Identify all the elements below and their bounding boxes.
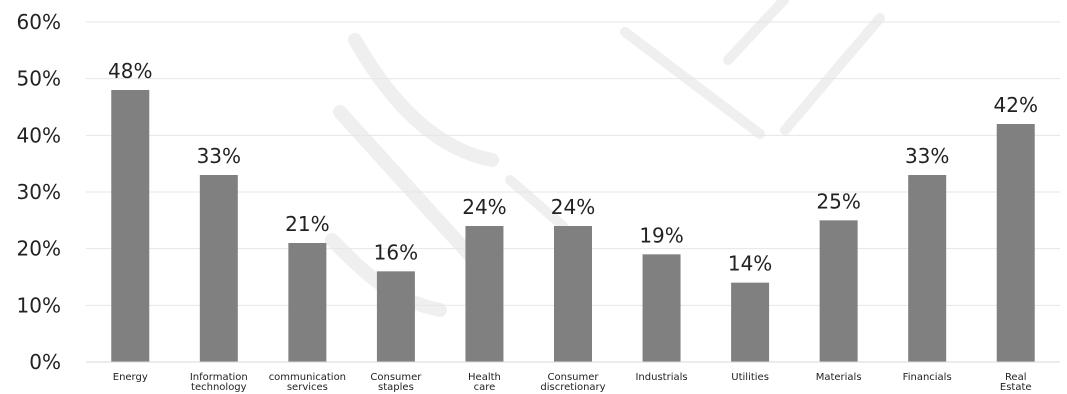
y-axis: 0% 10% 20% 30% 40% 50% 60% xyxy=(17,10,61,374)
data-label: 24% xyxy=(462,195,506,219)
watermark-stroke xyxy=(723,0,789,65)
y-tick-label: 40% xyxy=(17,123,61,147)
x-tick-label: Energy xyxy=(113,372,148,383)
bar xyxy=(554,226,592,362)
data-label: 33% xyxy=(197,144,241,168)
x-tick-label: Real Estate xyxy=(1000,372,1032,393)
watermark-stroke xyxy=(505,175,568,231)
x-tick-label-line: services xyxy=(287,382,328,393)
watermark-stroke xyxy=(348,33,499,167)
x-tick-label-line: staples xyxy=(378,382,414,393)
bars-layer xyxy=(111,90,1035,362)
bar xyxy=(199,175,238,362)
x-tick-label: Industrials xyxy=(635,372,687,383)
watermark-stroke xyxy=(620,27,765,139)
bar xyxy=(819,220,858,362)
data-label: 48% xyxy=(108,59,152,83)
x-tick-label: Utilities xyxy=(731,372,769,383)
data-label: 19% xyxy=(639,223,683,247)
x-tick-label: Consumer staples xyxy=(370,372,422,393)
x-tick-label-line: Utilities xyxy=(731,372,769,383)
data-label: 25% xyxy=(816,189,860,213)
x-tick-label-line: Financials xyxy=(903,372,952,383)
watermark-stroke xyxy=(333,105,494,281)
x-tick-label-line: Consumer xyxy=(548,372,600,383)
x-tick-label-line: Health xyxy=(468,372,501,383)
x-tick-label-line: discretionary xyxy=(540,382,605,393)
x-tick-label: Financials xyxy=(903,372,952,383)
x-tick-label-line: Information xyxy=(190,372,248,383)
x-tick-label-line: technology xyxy=(191,382,247,393)
data-label: 21% xyxy=(285,212,329,236)
bar xyxy=(465,226,504,362)
x-tick-label: communication services xyxy=(269,372,346,393)
x-tick-label-line: Real xyxy=(1005,372,1027,383)
bar xyxy=(288,243,327,362)
x-tick-label-line: Consumer xyxy=(370,372,422,383)
data-label: 42% xyxy=(994,93,1038,117)
data-label: 33% xyxy=(905,144,949,168)
bar xyxy=(642,254,681,362)
y-tick-label: 30% xyxy=(17,180,61,204)
y-tick-label: 50% xyxy=(17,67,61,91)
y-tick-label: 0% xyxy=(29,350,61,374)
data-labels-layer: 48% 33% 21% 16% 24% 24% 19% 14% 25% 33% 42% xyxy=(108,59,1038,276)
bar xyxy=(111,90,150,362)
x-tick-label: Materials xyxy=(816,372,862,383)
x-tick-label-line: Materials xyxy=(816,372,862,383)
watermark-stroke xyxy=(780,13,885,135)
bar xyxy=(376,271,415,362)
y-tick-label: 60% xyxy=(17,10,61,34)
x-tick-label-line: Industrials xyxy=(635,372,687,383)
x-tick-label-line: Estate xyxy=(1000,382,1032,393)
x-tick-label-line: communication xyxy=(269,372,346,383)
x-tick-label: Information technology xyxy=(190,372,248,393)
y-tick-label: 20% xyxy=(17,237,61,261)
x-axis: Energy Information technology communication… xyxy=(86,361,1060,393)
data-label: 24% xyxy=(551,195,595,219)
y-tick-label: 10% xyxy=(17,293,61,317)
x-tick-label-line: Energy xyxy=(113,372,148,383)
x-tick-label-line: care xyxy=(474,382,496,393)
data-label: 16% xyxy=(374,240,418,264)
bar xyxy=(731,282,770,362)
data-label: 14% xyxy=(728,252,772,276)
bar xyxy=(908,175,947,362)
x-tick-label: Health care xyxy=(468,372,501,393)
bar xyxy=(996,124,1035,362)
x-tick-label: Consumer discretionary xyxy=(540,372,605,393)
